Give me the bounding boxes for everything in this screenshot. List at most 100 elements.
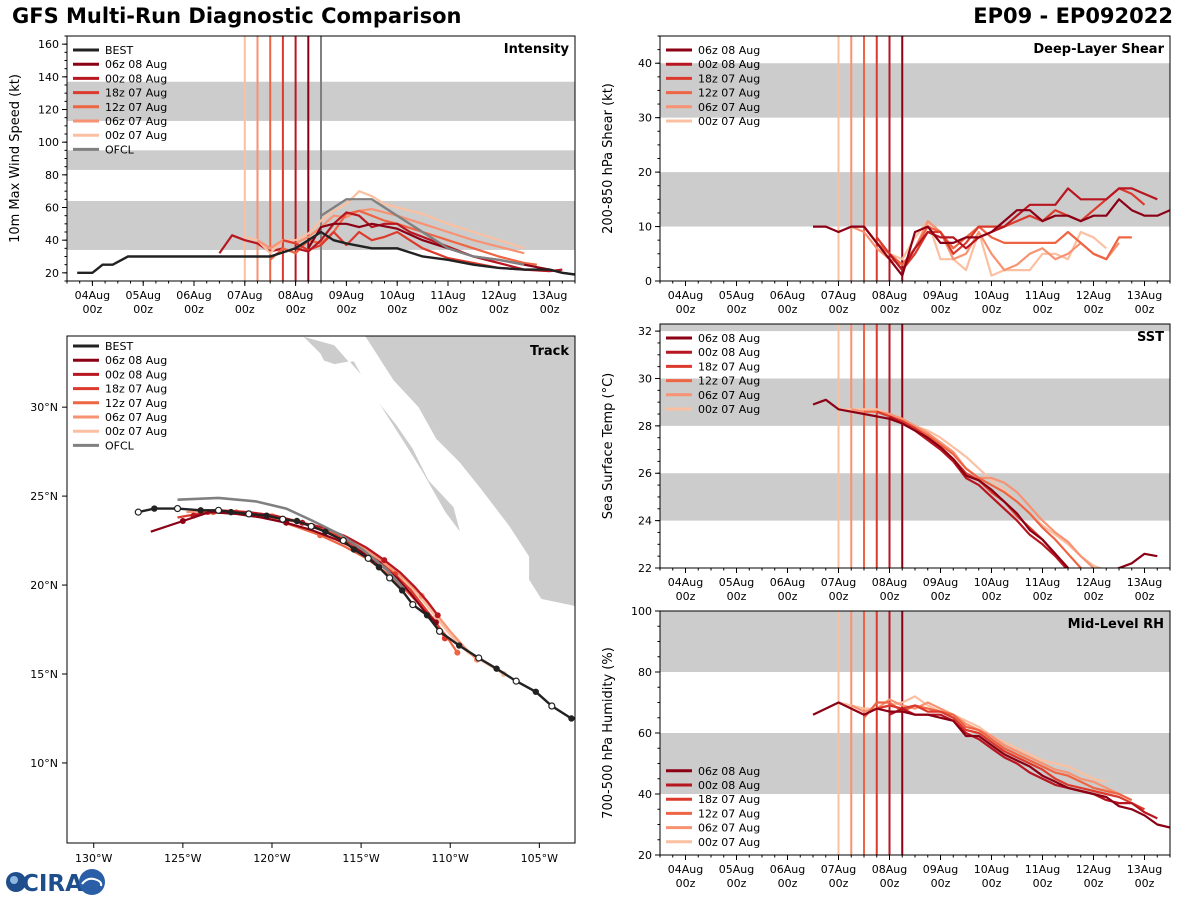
track-series-line — [150, 510, 437, 624]
shear-xtick-label-line: 00z — [727, 303, 747, 316]
intensity-xtick-label-line: 08Aug — [278, 289, 313, 302]
track-lon-label: 110°W — [432, 852, 469, 865]
track-plot-area — [67, 336, 575, 843]
sst-xtick-label-line: 00z — [1135, 590, 1155, 603]
intensity-xtick-label-line: 05Aug — [125, 289, 160, 302]
sst-plot-area — [660, 324, 1170, 568]
best-track-point-open — [409, 601, 417, 609]
shear-xtick-label: 10Aug 00z — [974, 289, 1009, 316]
track-lon-label: 115°W — [342, 852, 379, 865]
track-lon-label: 130°W — [75, 852, 112, 865]
rh-xtick-label-line: 11Aug — [1025, 863, 1060, 876]
intensity-xtick-label-line: 00z — [286, 303, 306, 316]
sst-ytick-label: 32 — [638, 325, 652, 338]
sst-xtick-label: 13Aug 00z — [1127, 576, 1162, 603]
sst-xtick-label-line: 00z — [829, 590, 849, 603]
shear-legend-label: 18z 07 Aug — [698, 72, 760, 85]
intensity-series-line — [295, 211, 563, 273]
sst-xtick-label-line: 00z — [931, 590, 951, 603]
shear-xtick-label: 04Aug 00z — [668, 289, 703, 316]
sst-xtick-label-line: 11Aug — [1025, 576, 1060, 589]
track-series-point — [179, 518, 186, 525]
rh-xtick-label-line: 08Aug — [872, 863, 907, 876]
sst-xtick-label-line: 00z — [778, 590, 798, 603]
intensity-series-line — [269, 209, 538, 266]
intensity-plot-area — [67, 36, 575, 281]
rh-ytick-label: 40 — [638, 788, 652, 801]
intensity-xtick-label-line: 00z — [337, 303, 357, 316]
shear-xtick-label-line: 00z — [829, 303, 849, 316]
intensity-xtick-label-line: 00z — [184, 303, 204, 316]
best-track-point — [423, 612, 431, 619]
csu-seal-icon — [79, 869, 105, 895]
intensity-xtick-label: 13Aug 00z — [532, 289, 567, 316]
intensity-ytick-label: 40 — [45, 234, 59, 247]
rh-xtick-label-line: 00z — [829, 877, 849, 890]
rh-xtick-label-line: 00z — [676, 877, 696, 890]
sst-legend-label: 00z 07 Aug — [698, 403, 760, 416]
shear-xtick-label-line: 00z — [1135, 303, 1155, 316]
track-legend-label: 00z 07 Aug — [105, 425, 167, 438]
shear-xtick-label-line: 06Aug — [770, 289, 805, 302]
rh-plot-area — [660, 611, 1170, 855]
sst-xtick-label-line: 00z — [1084, 590, 1104, 603]
sst-xtick-label-line: 09Aug — [923, 576, 958, 589]
intensity-xtick-label-line: 00z — [438, 303, 458, 316]
best-track-point — [293, 517, 301, 525]
intensity-ytick-label: 140 — [38, 71, 59, 84]
rh-xtick-label-line: 00z — [1084, 877, 1104, 890]
best-track-point-open — [173, 504, 182, 513]
best-track-point — [375, 564, 383, 571]
track-legend-label: OFCL — [105, 439, 135, 452]
shear-ytick-label: 30 — [638, 112, 652, 125]
sst-ylabel: Sea Surface Temp (°C) — [601, 373, 616, 520]
rh-series-line — [850, 698, 1120, 795]
shear-xtick-label-line: 13Aug — [1127, 289, 1162, 302]
best-track-point — [151, 505, 158, 512]
rh-xtick-label-line: 12Aug — [1076, 863, 1111, 876]
sst-legend-label: 06z 08 Aug — [698, 332, 760, 345]
rh-legend-label: 00z 08 Aug — [698, 779, 760, 792]
shear-xtick-label: 08Aug 00z — [872, 289, 907, 316]
intensity-ofcl-line — [320, 198, 525, 266]
rh-xtick-label-line: 00z — [931, 877, 951, 890]
best-track-point — [263, 512, 270, 519]
track-lat-label: 10°N — [30, 757, 58, 770]
shear-xtick-label-line: 00z — [931, 303, 951, 316]
track-legend-label: 18z 07 Aug — [105, 383, 167, 396]
intensity-legend-label: OFCL — [105, 143, 135, 156]
shear-ytick-label: 20 — [638, 166, 652, 179]
best-track-line — [138, 507, 573, 720]
rh-xtick-label: 04Aug 00z — [668, 863, 703, 890]
track-legend-label: 06z 08 Aug — [105, 354, 167, 367]
shear-legend-label: 00z 08 Aug — [698, 58, 760, 71]
intensity-xtick-label: 06Aug 00z — [176, 289, 211, 316]
track-lat-label: 25°N — [30, 490, 58, 503]
sst-xtick-label-line: 07Aug — [821, 576, 856, 589]
intensity-legend-label: 06z 07 Aug — [105, 115, 167, 128]
sst-xtick-label: 05Aug 00z — [719, 576, 754, 603]
sst-ytick-label: 30 — [638, 372, 652, 385]
intensity-xtick-label-line: 00z — [489, 303, 509, 316]
intensity-xtick-label-line: 00z — [387, 303, 407, 316]
shear-legend-label: 06z 08 Aug — [698, 44, 760, 57]
shear-xtick-label: 13Aug 00z — [1127, 289, 1162, 316]
rh-legend-label: 12z 07 Aug — [698, 807, 760, 820]
rh-band-1 — [660, 611, 1170, 672]
shear-series-line — [863, 225, 1132, 266]
intensity-xtick-label-line: 09Aug — [329, 289, 364, 302]
shear-xtick-label: 09Aug 00z — [923, 289, 958, 316]
sst-legend-label: 12z 07 Aug — [698, 375, 760, 388]
best-track-point-open — [279, 515, 287, 523]
sst-title: SST — [1137, 330, 1164, 345]
shear-xtick-label-line: 10Aug — [974, 289, 1009, 302]
sst-xtick-label: 09Aug 00z — [923, 576, 958, 603]
intensity-xtick-label-line: 00z — [235, 303, 255, 316]
intensity-xtick-label-line: 13Aug — [532, 289, 567, 302]
shear-xtick-label-line: 08Aug — [872, 289, 907, 302]
